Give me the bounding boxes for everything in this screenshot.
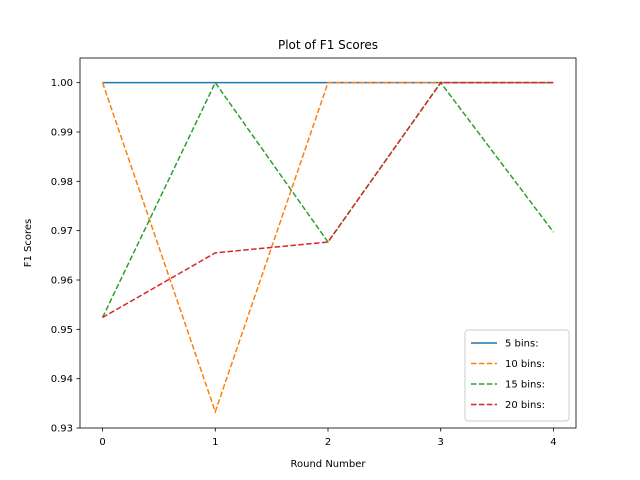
x-tick-label: 0: [99, 437, 105, 448]
x-axis: 0 1 2 3 4: [99, 428, 557, 448]
y-axis: 0.93 0.94 0.95 0.96 0.97 0.98 0.99 1.00: [51, 78, 80, 435]
legend-box: [464, 329, 570, 422]
y-axis-label: F1 Scores: [23, 219, 34, 268]
series-lines: [101, 81, 555, 415]
x-axis-label: Round Number: [291, 459, 367, 470]
y-tick-label: 0.97: [51, 226, 73, 237]
y-tick-label: 0.94: [51, 374, 73, 385]
y-tick-label: 0.93: [51, 424, 73, 435]
x-tick-label: 4: [550, 437, 556, 448]
legend: 5 bins: 10 bins: 15 bins: 20 bins:: [464, 329, 570, 422]
legend-label: 15 bins:: [505, 380, 545, 391]
y-tick-label: 1.00: [51, 78, 73, 89]
y-tick-label: 0.99: [51, 128, 73, 139]
legend-label: 5 bins:: [505, 339, 539, 350]
legend-label: 20 bins:: [505, 400, 545, 411]
y-tick-label: 0.96: [51, 276, 73, 287]
chart-title: Plot of F1 Scores: [278, 38, 378, 52]
x-tick-label: 2: [325, 437, 331, 448]
y-tick-label: 0.98: [51, 177, 73, 188]
series-line-3: [102, 81, 554, 319]
x-tick-label: 3: [438, 437, 444, 448]
legend-label: 10 bins:: [505, 359, 545, 370]
x-tick-label: 1: [212, 437, 218, 448]
y-tick-label: 0.95: [51, 325, 73, 336]
series-line-2: [101, 81, 555, 318]
